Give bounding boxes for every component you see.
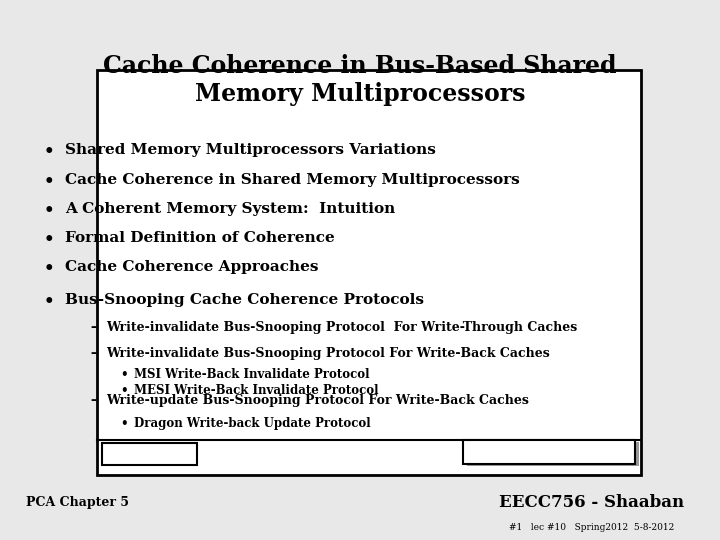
Text: A Coherent Memory System:  Intuition: A Coherent Memory System: Intuition [65, 202, 395, 217]
Text: –: – [91, 347, 96, 360]
Text: Dragon Write-back Update Protocol: Dragon Write-back Update Protocol [134, 417, 371, 430]
Text: PCA Chapter 5: PCA Chapter 5 [25, 496, 129, 509]
Text: Formal Definition of Coherence: Formal Definition of Coherence [65, 231, 335, 245]
Text: •: • [120, 368, 127, 381]
Text: Memory Multiprocessors: Memory Multiprocessors [194, 82, 526, 106]
Text: –: – [91, 321, 96, 334]
FancyBboxPatch shape [97, 70, 641, 475]
Text: •: • [44, 260, 54, 277]
FancyBboxPatch shape [467, 442, 639, 467]
Text: Bus-Snooping Cache Coherence Protocols: Bus-Snooping Cache Coherence Protocols [65, 293, 424, 307]
Text: Cache Coherence in Shared Memory Multiprocessors: Cache Coherence in Shared Memory Multipr… [65, 173, 520, 187]
Text: •: • [44, 231, 54, 248]
Text: •: • [44, 293, 54, 309]
Text: Cache Coherence in Bus-Based Shared: Cache Coherence in Bus-Based Shared [103, 54, 617, 78]
Text: –: – [91, 394, 96, 407]
Text: •: • [120, 417, 127, 430]
FancyBboxPatch shape [102, 443, 197, 465]
Text: EECC756 - Shaaban: EECC756 - Shaaban [499, 494, 685, 511]
Text: Cache Coherence Approaches: Cache Coherence Approaches [65, 260, 318, 274]
Text: Write-update Bus-Snooping Protocol For Write-Back Caches: Write-update Bus-Snooping Protocol For W… [107, 394, 529, 407]
Text: •: • [44, 173, 54, 190]
Text: •: • [120, 384, 127, 397]
Text: Write-invalidate Bus-Snooping Protocol  For Write-Through Caches: Write-invalidate Bus-Snooping Protocol F… [107, 321, 578, 334]
Text: Write-invalidate Bus-Snooping Protocol For Write-Back Caches: Write-invalidate Bus-Snooping Protocol F… [107, 347, 550, 360]
FancyBboxPatch shape [463, 440, 634, 464]
Text: MESI Write-Back Invalidate Protocol: MESI Write-Back Invalidate Protocol [134, 384, 379, 397]
Text: MSI Write-Back Invalidate Protocol: MSI Write-Back Invalidate Protocol [134, 368, 369, 381]
Text: •: • [44, 143, 54, 160]
Text: Shared Memory Multiprocessors Variations: Shared Memory Multiprocessors Variations [65, 143, 436, 157]
Text: •: • [44, 202, 54, 219]
Text: #1   lec #10   Spring2012  5-8-2012: #1 lec #10 Spring2012 5-8-2012 [509, 523, 675, 532]
